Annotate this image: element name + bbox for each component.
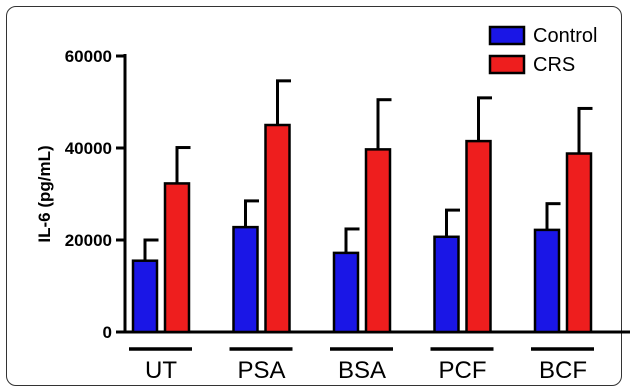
y-axis-title: IL-6 (pg/mL) bbox=[35, 145, 54, 242]
legend-label-control: Control bbox=[533, 25, 597, 47]
x-tick-label: PSA bbox=[237, 357, 285, 379]
bar-control-ut bbox=[131, 259, 159, 334]
y-tick-label: 40000 bbox=[65, 139, 112, 158]
y-tick-label: 0 bbox=[103, 323, 112, 342]
legend-swatch-control bbox=[488, 25, 526, 46]
bar-crs-psa bbox=[264, 123, 291, 334]
bar-control-psa bbox=[232, 225, 259, 334]
x-tick-label: UT bbox=[145, 357, 177, 379]
y-tick-label: 60000 bbox=[65, 47, 112, 66]
bar-crs-bcf bbox=[565, 152, 593, 334]
bar-crs-bsa bbox=[364, 148, 392, 334]
bar-crs-pcf bbox=[465, 139, 492, 334]
bar-control-bsa bbox=[332, 251, 360, 334]
x-tick-label: BCF bbox=[539, 357, 587, 379]
legend-label-crs: CRS bbox=[533, 54, 575, 76]
bar-crs-ut bbox=[163, 182, 191, 334]
legend-swatch-crs bbox=[488, 54, 526, 75]
y-tick-label: 20000 bbox=[65, 231, 112, 250]
bar-control-pcf bbox=[433, 235, 460, 334]
x-tick-label: BSA bbox=[338, 357, 386, 379]
x-tick-label: PCF bbox=[439, 357, 487, 379]
bar-control-bcf bbox=[533, 228, 561, 334]
